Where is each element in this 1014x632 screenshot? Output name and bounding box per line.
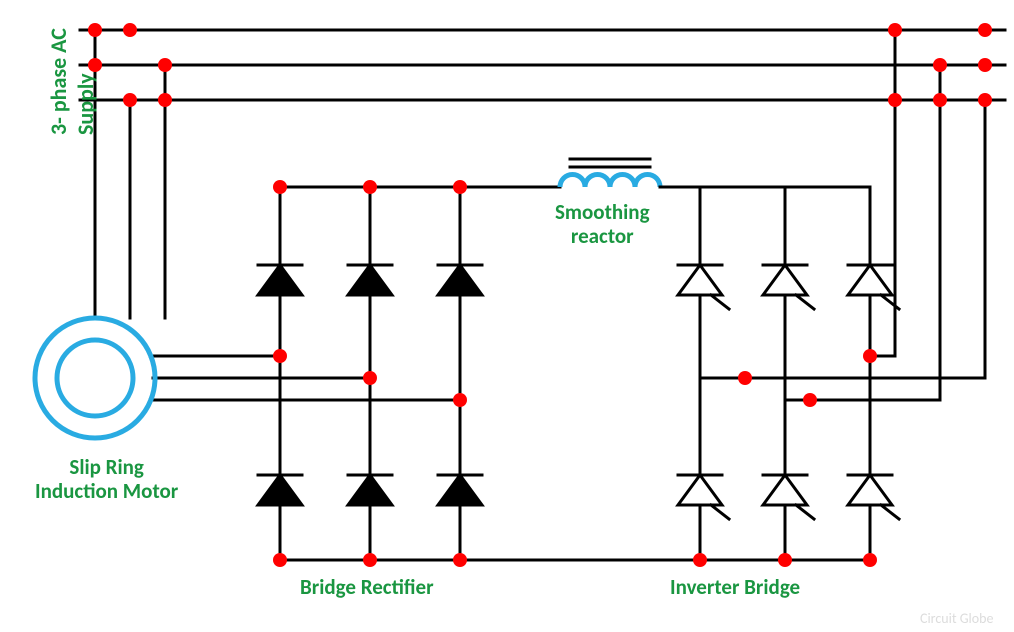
watermark-label: Circuit Globe [920, 610, 993, 627]
rectifier-label: Bridge Rectifier [300, 575, 434, 599]
supply-label: 3- phase AC Supply [45, 28, 99, 135]
reactor-label: Smoothing reactor [555, 200, 650, 248]
inverter-label: Inverter Bridge [670, 575, 800, 599]
motor-label: Slip Ring Induction Motor [35, 455, 178, 503]
